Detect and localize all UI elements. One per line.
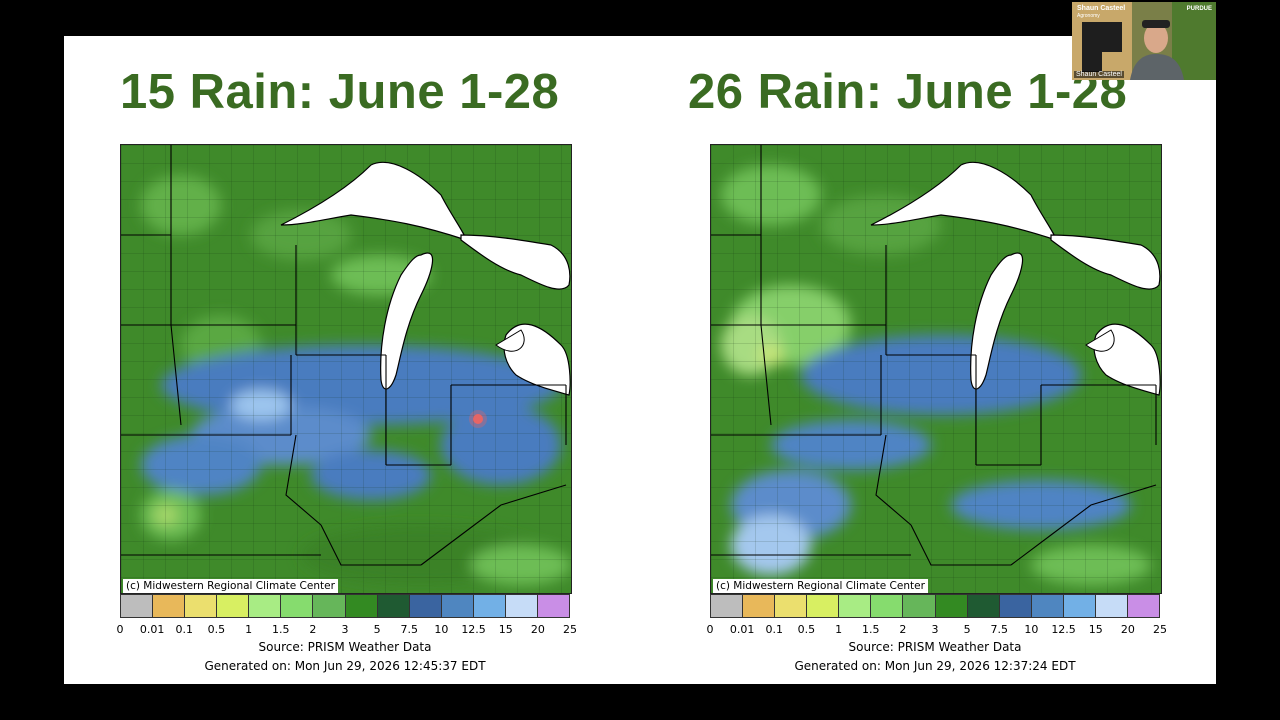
left-map-title: 15 Rain: June 1-28 (120, 65, 560, 119)
colorbar-swatch (121, 595, 154, 617)
colorbar-tick-label: 10 (434, 623, 449, 636)
left-source-text: Source: PRISM Weather Data (258, 640, 432, 654)
presentation-slide: 15 Rain: June 1-28 26 Rain: June 1-28 (64, 36, 1216, 684)
colorbar-tick-label: 1 (835, 623, 843, 636)
colorbar-tick-label: 1 (245, 623, 253, 636)
colorbar-swatch (313, 595, 346, 617)
right-map-title: 26 Rain: June 1-28 (688, 65, 1128, 119)
colorbar-tick-label: 0.01 (139, 623, 165, 636)
speaker-video-tile[interactable]: Shaun Casteel Agronomy PURDUE Shaun Cast… (1072, 2, 1216, 80)
colorbar-tick-label: 2 (899, 623, 907, 636)
colorbar-tick-label: 20 (530, 623, 545, 636)
colorbar-swatch (441, 595, 474, 617)
colorbar-tick-label: 3 (341, 623, 349, 636)
purdue-logo: PURDUE (1186, 6, 1212, 12)
speaker-subtitle: Agronomy (1077, 13, 1100, 19)
left-colorbar (120, 594, 570, 618)
colorbar-swatch (967, 595, 1000, 617)
colorbar-tick-label: 20 (1120, 623, 1135, 636)
colorbar-tick-label: 12.5 (461, 623, 486, 636)
colorbar-swatch (807, 595, 840, 617)
colorbar-tick-label: 0.1 (175, 623, 194, 636)
colorbar-tick-label: 0.1 (765, 623, 784, 636)
colorbar-swatch (1063, 595, 1096, 617)
colorbar-swatch (871, 595, 904, 617)
speaker-label: Shaun Casteel (1074, 71, 1124, 78)
colorbar-tick-label: 10 (1024, 623, 1039, 636)
colorbar-swatch (743, 595, 776, 617)
left-generated-text: Generated on: Mon Jun 29, 2026 12:45:37 … (204, 659, 486, 673)
colorbar-tick-label: 0 (706, 623, 714, 636)
colorbar-tick-label: 0.5 (207, 623, 226, 636)
colorbar-swatch (505, 595, 539, 617)
colorbar-swatch (1128, 595, 1160, 617)
colorbar-tick-label: 7.5 (400, 623, 419, 636)
left-colorbar-legend: 0 0.01 0.1 0.5 1 1.5 2 3 5 7.5 10 12.5 15 20 25 (117, 594, 577, 636)
colorbar-swatch (999, 595, 1032, 617)
left-map-credit: (c) Midwestern Regional Climate Center (123, 579, 338, 593)
pointer-cursor (473, 414, 483, 424)
colorbar-tick-label: 3 (931, 623, 939, 636)
colorbar-swatch (775, 595, 808, 617)
speaker-video-graphic (1072, 2, 1216, 80)
speaker-name: Shaun Casteel (1077, 5, 1126, 12)
colorbar-swatch (377, 595, 410, 617)
colorbar-swatch (217, 595, 250, 617)
colorbar-swatch (345, 595, 378, 617)
colorbar-tick-label: 12.5 (1051, 623, 1076, 636)
colorbar-swatch (473, 595, 506, 617)
colorbar-tick-label: 0.5 (797, 623, 816, 636)
right-source-text: Source: PRISM Weather Data (848, 640, 1022, 654)
right-map-credit: (c) Midwestern Regional Climate Center (713, 579, 928, 593)
colorbar-swatch (409, 595, 442, 617)
colorbar-tick-label: 5 (963, 623, 971, 636)
colorbar-swatch (935, 595, 968, 617)
right-generated-text: Generated on: Mon Jun 29, 2026 12:37:24 … (794, 659, 1076, 673)
colorbar-swatch (281, 595, 314, 617)
colorbar-tick-label: 7.5 (990, 623, 1009, 636)
right-colorbar (710, 594, 1160, 618)
left-map-graphic (121, 145, 571, 593)
colorbar-tick-label: 1.5 (861, 623, 880, 636)
colorbar-swatch (839, 595, 872, 617)
colorbar-swatch (1095, 595, 1129, 617)
colorbar-swatch (1031, 595, 1064, 617)
colorbar-tick-label: 0.01 (729, 623, 755, 636)
left-colorbar-ticks: 0 0.01 0.1 0.5 1 1.5 2 3 5 7.5 10 12.5 15 20 25 (116, 623, 578, 637)
right-colorbar-ticks: 0 0.01 0.1 0.5 1 1.5 2 3 5 7.5 10 12.5 15 20 25 (706, 623, 1168, 637)
right-map-graphic (711, 145, 1161, 593)
colorbar-tick-label: 15 (498, 623, 513, 636)
colorbar-tick-label: 5 (373, 623, 381, 636)
colorbar-swatch (711, 595, 744, 617)
colorbar-swatch (185, 595, 218, 617)
colorbar-tick-label: 15 (1088, 623, 1103, 636)
colorbar-tick-label: 2 (309, 623, 317, 636)
colorbar-tick-label: 0 (116, 623, 124, 636)
right-rainfall-map: (c) Midwestern Regional Climate Center (710, 144, 1162, 594)
colorbar-swatch (538, 595, 570, 617)
right-colorbar-legend: 0 0.01 0.1 0.5 1 1.5 2 3 5 7.5 10 12.5 15 20 25 (707, 594, 1167, 636)
colorbar-tick-label: 25 (1153, 623, 1167, 636)
colorbar-swatch (249, 595, 282, 617)
colorbar-swatch (903, 595, 936, 617)
left-rainfall-map: (c) Midwestern Regional Climate Center (120, 144, 572, 594)
colorbar-tick-label: 25 (563, 623, 577, 636)
colorbar-tick-label: 1.5 (271, 623, 290, 636)
colorbar-swatch (153, 595, 186, 617)
